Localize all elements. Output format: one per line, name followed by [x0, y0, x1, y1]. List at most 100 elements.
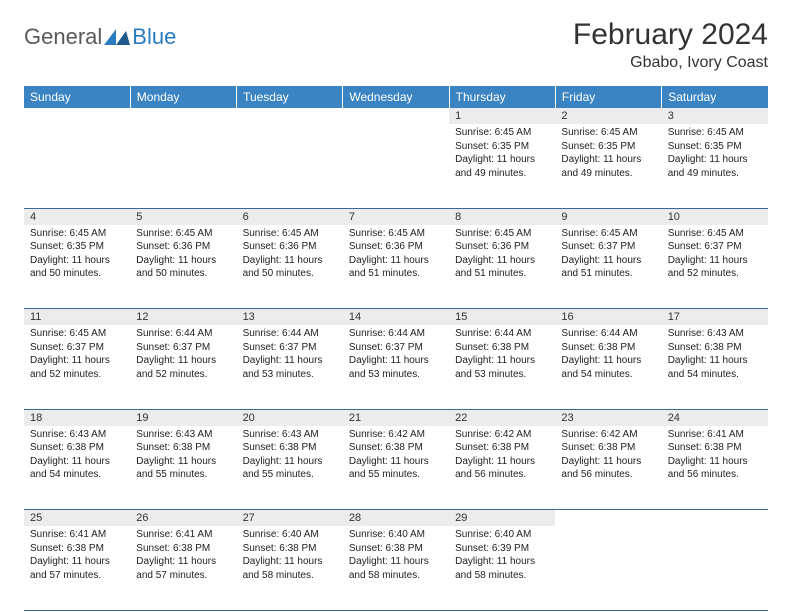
day-content-cell: Sunrise: 6:42 AMSunset: 6:38 PMDaylight:…: [449, 426, 555, 510]
day-number-cell: 19: [130, 409, 236, 426]
day-detail: Sunrise: 6:42 AMSunset: 6:38 PMDaylight:…: [343, 426, 449, 486]
day-content-cell: Sunrise: 6:40 AMSunset: 6:38 PMDaylight:…: [237, 526, 343, 610]
day-content-cell: [662, 526, 768, 610]
location: Gbabo, Ivory Coast: [573, 54, 768, 72]
day-number-cell: 26: [130, 510, 236, 527]
day-number-cell: 14: [343, 309, 449, 326]
day-number-cell: 5: [130, 208, 236, 225]
day-content-cell: Sunrise: 6:44 AMSunset: 6:37 PMDaylight:…: [237, 325, 343, 409]
day-number-cell: 7: [343, 208, 449, 225]
day-content-cell: Sunrise: 6:45 AMSunset: 6:35 PMDaylight:…: [449, 124, 555, 208]
day-content-cell: Sunrise: 6:41 AMSunset: 6:38 PMDaylight:…: [24, 526, 130, 610]
day-number-cell: 12: [130, 309, 236, 326]
day-content-cell: Sunrise: 6:43 AMSunset: 6:38 PMDaylight:…: [130, 426, 236, 510]
day-number-row: 2526272829: [24, 510, 768, 527]
day-content-cell: Sunrise: 6:45 AMSunset: 6:37 PMDaylight:…: [24, 325, 130, 409]
day-content-cell: Sunrise: 6:45 AMSunset: 6:36 PMDaylight:…: [449, 225, 555, 309]
logo-text-general: General: [24, 24, 102, 50]
day-content-cell: [343, 124, 449, 208]
day-number-cell: 29: [449, 510, 555, 527]
day-content-cell: [237, 124, 343, 208]
day-content-cell: [24, 124, 130, 208]
day-detail: Sunrise: 6:45 AMSunset: 6:37 PMDaylight:…: [24, 325, 130, 385]
day-header-row: SundayMondayTuesdayWednesdayThursdayFrid…: [24, 86, 768, 108]
month-title: February 2024: [573, 18, 768, 52]
day-content-row: Sunrise: 6:45 AMSunset: 6:37 PMDaylight:…: [24, 325, 768, 409]
day-number-cell: 23: [555, 409, 661, 426]
day-number-cell: [343, 108, 449, 124]
day-number-cell: 16: [555, 309, 661, 326]
day-content-row: Sunrise: 6:43 AMSunset: 6:38 PMDaylight:…: [24, 426, 768, 510]
logo: General Blue: [24, 18, 176, 50]
day-number-row: 11121314151617: [24, 309, 768, 326]
day-content-row: Sunrise: 6:45 AMSunset: 6:35 PMDaylight:…: [24, 225, 768, 309]
day-content-cell: Sunrise: 6:45 AMSunset: 6:35 PMDaylight:…: [555, 124, 661, 208]
day-number-cell: 27: [237, 510, 343, 527]
day-number-cell: 22: [449, 409, 555, 426]
day-content-cell: Sunrise: 6:44 AMSunset: 6:38 PMDaylight:…: [449, 325, 555, 409]
day-detail: Sunrise: 6:42 AMSunset: 6:38 PMDaylight:…: [449, 426, 555, 486]
day-detail: Sunrise: 6:44 AMSunset: 6:37 PMDaylight:…: [343, 325, 449, 385]
day-number-cell: 28: [343, 510, 449, 527]
day-detail: Sunrise: 6:45 AMSunset: 6:35 PMDaylight:…: [449, 124, 555, 184]
calendar-thead: SundayMondayTuesdayWednesdayThursdayFrid…: [24, 86, 768, 108]
day-number-cell: 1: [449, 108, 555, 124]
calendar-table: SundayMondayTuesdayWednesdayThursdayFrid…: [24, 86, 768, 611]
day-content-cell: Sunrise: 6:40 AMSunset: 6:38 PMDaylight:…: [343, 526, 449, 610]
day-detail: Sunrise: 6:40 AMSunset: 6:38 PMDaylight:…: [343, 526, 449, 586]
day-number-cell: [24, 108, 130, 124]
day-content-cell: Sunrise: 6:43 AMSunset: 6:38 PMDaylight:…: [662, 325, 768, 409]
day-header: Sunday: [24, 86, 130, 108]
day-detail: Sunrise: 6:45 AMSunset: 6:35 PMDaylight:…: [662, 124, 768, 184]
day-content-cell: Sunrise: 6:44 AMSunset: 6:37 PMDaylight:…: [343, 325, 449, 409]
day-content-cell: Sunrise: 6:45 AMSunset: 6:37 PMDaylight:…: [555, 225, 661, 309]
day-content-cell: Sunrise: 6:40 AMSunset: 6:39 PMDaylight:…: [449, 526, 555, 610]
day-detail: Sunrise: 6:45 AMSunset: 6:35 PMDaylight:…: [24, 225, 130, 285]
day-detail: Sunrise: 6:44 AMSunset: 6:38 PMDaylight:…: [449, 325, 555, 385]
day-content-cell: Sunrise: 6:44 AMSunset: 6:37 PMDaylight:…: [130, 325, 236, 409]
day-detail: Sunrise: 6:43 AMSunset: 6:38 PMDaylight:…: [130, 426, 236, 486]
title-block: February 2024 Gbabo, Ivory Coast: [573, 18, 768, 72]
day-header: Saturday: [662, 86, 768, 108]
day-content-cell: Sunrise: 6:45 AMSunset: 6:36 PMDaylight:…: [237, 225, 343, 309]
day-number-cell: 6: [237, 208, 343, 225]
day-number-cell: 10: [662, 208, 768, 225]
header: General Blue February 2024 Gbabo, Ivory …: [24, 18, 768, 72]
day-number-cell: 20: [237, 409, 343, 426]
day-content-cell: Sunrise: 6:41 AMSunset: 6:38 PMDaylight:…: [662, 426, 768, 510]
day-number-cell: 3: [662, 108, 768, 124]
day-number-cell: 24: [662, 409, 768, 426]
day-detail: Sunrise: 6:45 AMSunset: 6:36 PMDaylight:…: [237, 225, 343, 285]
day-detail: Sunrise: 6:42 AMSunset: 6:38 PMDaylight:…: [555, 426, 661, 486]
day-detail: Sunrise: 6:45 AMSunset: 6:36 PMDaylight:…: [343, 225, 449, 285]
day-number-row: 18192021222324: [24, 409, 768, 426]
day-content-row: Sunrise: 6:41 AMSunset: 6:38 PMDaylight:…: [24, 526, 768, 610]
day-content-cell: Sunrise: 6:45 AMSunset: 6:35 PMDaylight:…: [662, 124, 768, 208]
day-header: Thursday: [449, 86, 555, 108]
day-detail: Sunrise: 6:44 AMSunset: 6:38 PMDaylight:…: [555, 325, 661, 385]
day-number-cell: 2: [555, 108, 661, 124]
day-number-cell: 18: [24, 409, 130, 426]
day-detail: Sunrise: 6:45 AMSunset: 6:36 PMDaylight:…: [449, 225, 555, 285]
logo-mark-icon: [104, 27, 130, 47]
day-number-cell: 15: [449, 309, 555, 326]
day-content-cell: [555, 526, 661, 610]
day-detail: Sunrise: 6:44 AMSunset: 6:37 PMDaylight:…: [237, 325, 343, 385]
day-number-cell: [555, 510, 661, 527]
day-number-row: 45678910: [24, 208, 768, 225]
day-number-cell: [662, 510, 768, 527]
day-content-cell: Sunrise: 6:45 AMSunset: 6:35 PMDaylight:…: [24, 225, 130, 309]
logo-text-blue: Blue: [132, 24, 176, 50]
day-content-cell: Sunrise: 6:41 AMSunset: 6:38 PMDaylight:…: [130, 526, 236, 610]
day-header: Wednesday: [343, 86, 449, 108]
day-number-cell: 13: [237, 309, 343, 326]
day-detail: Sunrise: 6:44 AMSunset: 6:37 PMDaylight:…: [130, 325, 236, 385]
day-content-cell: Sunrise: 6:43 AMSunset: 6:38 PMDaylight:…: [237, 426, 343, 510]
calendar-body: 123Sunrise: 6:45 AMSunset: 6:35 PMDaylig…: [24, 108, 768, 610]
day-detail: Sunrise: 6:43 AMSunset: 6:38 PMDaylight:…: [662, 325, 768, 385]
day-content-cell: [130, 124, 236, 208]
day-header: Tuesday: [237, 86, 343, 108]
day-content-cell: Sunrise: 6:45 AMSunset: 6:36 PMDaylight:…: [343, 225, 449, 309]
day-number-cell: 9: [555, 208, 661, 225]
day-header: Monday: [130, 86, 236, 108]
